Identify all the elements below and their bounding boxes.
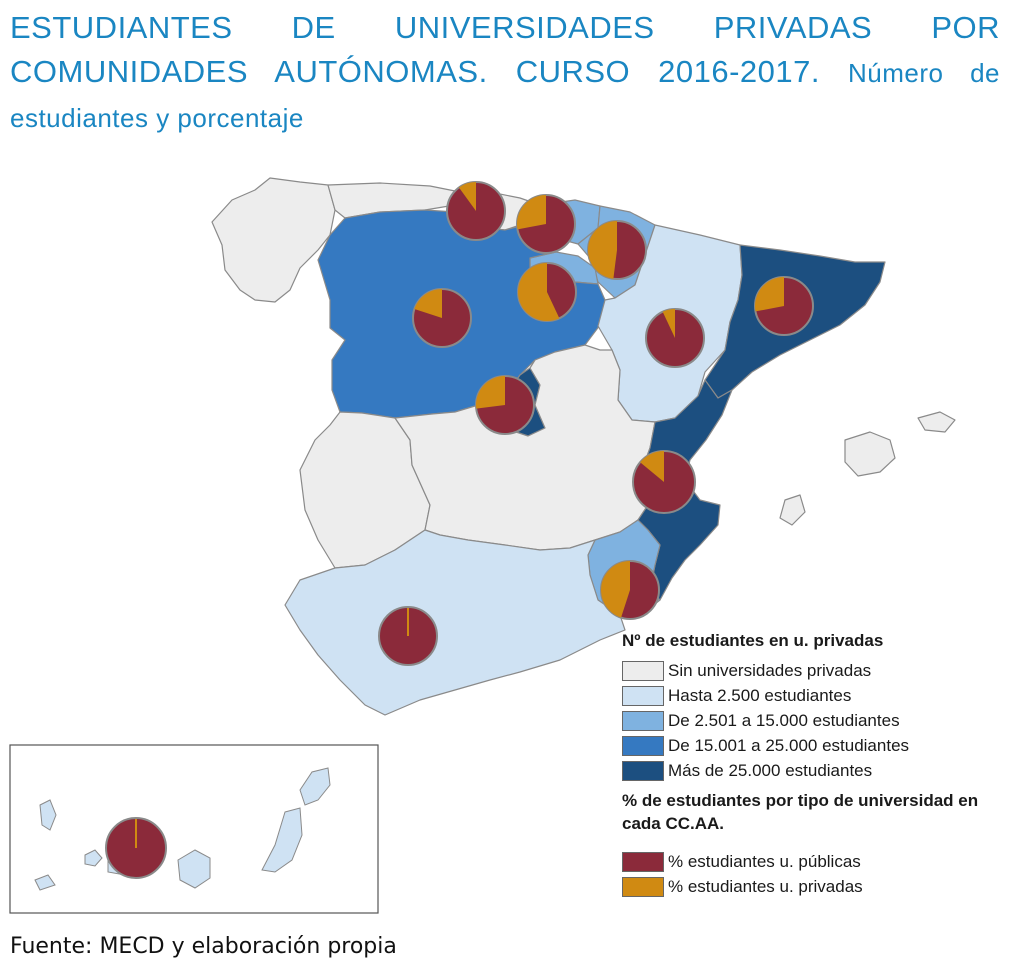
legend-label: De 2.501 a 15.000 estudiantes — [668, 710, 900, 730]
legend-label: % estudiantes u. privadas — [668, 876, 863, 896]
legend-class-row: De 2.501 a 15.000 estudiantes — [622, 708, 1002, 733]
pie-slice-private — [601, 561, 630, 618]
pie-la-rioja — [517, 262, 577, 322]
pie-slice-private — [587, 221, 617, 279]
legend-label: Más de 25.000 estudiantes — [668, 760, 873, 780]
legend-swatch — [622, 851, 664, 872]
legend-swatch — [622, 735, 664, 756]
pie-slice-private — [458, 182, 476, 211]
pie-slice-private — [475, 376, 505, 409]
legend-classes: Sin universidades privadas Hasta 2.500 es… — [622, 658, 1002, 783]
legend: Nº de estudiantes en u. privadas Sin uni… — [622, 630, 1002, 899]
pie-pais-vasco — [587, 220, 647, 280]
spain-map — [9, 177, 956, 914]
legend-class-row: Sin universidades privadas — [622, 658, 1002, 683]
legend-heading-count: Nº de estudiantes en u. privadas — [622, 631, 884, 650]
pie-murcia — [600, 560, 660, 620]
island-el-hierro — [34, 874, 56, 891]
pie-cantabria — [516, 194, 576, 254]
legend-pie-row: % estudiantes u. privadas — [622, 874, 1002, 899]
legend-swatch — [622, 760, 664, 781]
legend-pie-row: % estudiantes u. públicas — [622, 849, 1002, 874]
legend-swatch — [622, 685, 664, 706]
source-note: Fuente: MECD y elaboración propia — [10, 934, 397, 959]
legend-pie-keys: % estudiantes u. públicas % estudiantes u… — [622, 849, 1002, 899]
pie-asturias — [446, 181, 506, 241]
legend-class-row: De 15.001 a 25.000 estudiantes — [622, 733, 1002, 758]
island-fuerteventura — [261, 807, 303, 873]
legend-label: % estudiantes u. públicas — [668, 851, 861, 871]
legend-class-row: Más de 25.000 estudiantes — [622, 758, 1002, 783]
pie-cataluna — [754, 276, 814, 336]
pie-slice-private — [640, 451, 664, 482]
pie-slice-private — [517, 194, 546, 230]
pie-slice-private — [754, 277, 784, 312]
pie-comunidad-valenciana — [632, 450, 696, 514]
pie-castilla-y-leon — [412, 288, 472, 348]
map-title: ESTUDIANTES DE UNIVERSIDADES PRIVADAS PO… — [10, 6, 1000, 140]
region-baleares-ibiza — [779, 494, 806, 526]
legend-class-row: Hasta 2.500 estudiantes — [622, 683, 1002, 708]
pie-layer — [105, 181, 814, 879]
legend-label: Sin universidades privadas — [668, 660, 872, 680]
pie-slice-private — [518, 263, 560, 321]
legend-label: De 15.001 a 25.000 estudiantes — [668, 735, 910, 755]
title-subtitle: Número de estudiantes y porcentaje — [10, 58, 1000, 133]
region-galicia — [211, 177, 336, 303]
title-main: ESTUDIANTES DE UNIVERSIDADES PRIVADAS PO… — [10, 10, 1000, 89]
region-baleares-menorca — [917, 411, 956, 433]
legend-heading-pct: % de estudiantes por tipo de universidad… — [622, 791, 979, 833]
pie-slice-private — [662, 309, 675, 338]
legend-swatch — [622, 876, 664, 897]
island-lanzarote — [299, 767, 331, 806]
region-baleares-mallorca — [844, 431, 896, 477]
pie-aragon — [645, 308, 705, 368]
pie-madrid — [475, 375, 535, 435]
legend-swatch — [622, 710, 664, 731]
island-la-palma — [39, 799, 57, 831]
canarias-inset — [9, 744, 379, 914]
pie-canarias — [105, 817, 167, 879]
pie-andalucia — [378, 606, 438, 666]
legend-label: Hasta 2.500 estudiantes — [668, 685, 852, 705]
island-la-gomera — [84, 849, 103, 867]
pie-slice-private — [414, 289, 442, 318]
legend-swatch — [622, 660, 664, 681]
region-asturias — [327, 182, 461, 219]
island-gran-canaria — [177, 849, 211, 889]
